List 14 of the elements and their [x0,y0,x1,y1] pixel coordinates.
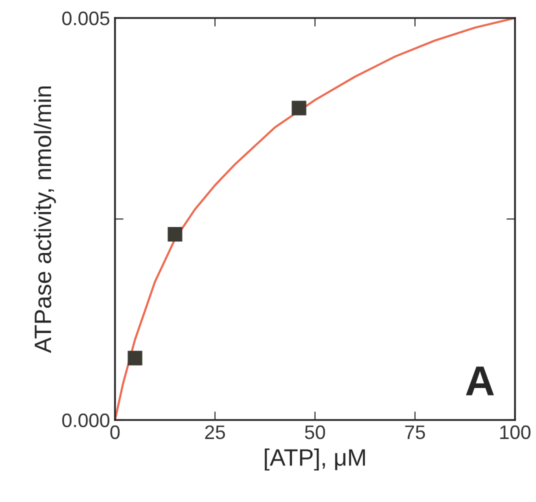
x-axis-title: [ATP], μM [264,448,365,471]
y-tick-label: 0.005 [62,11,110,26]
x-tick-label: 75 [405,426,425,440]
point [292,100,306,116]
x-tick-label: 50 [304,425,326,440]
x-tick-label: 0 [110,425,120,440]
y-axis-title: ATPase activity, nmol/min [34,86,56,354]
line-series [115,18,515,420]
x-tick-label: 25 [205,425,225,440]
x-tick-label: 100 [500,425,530,440]
annotation: A [466,366,494,396]
point [128,350,142,366]
point [168,226,182,242]
y-tick-label: 0.000 [62,413,110,428]
